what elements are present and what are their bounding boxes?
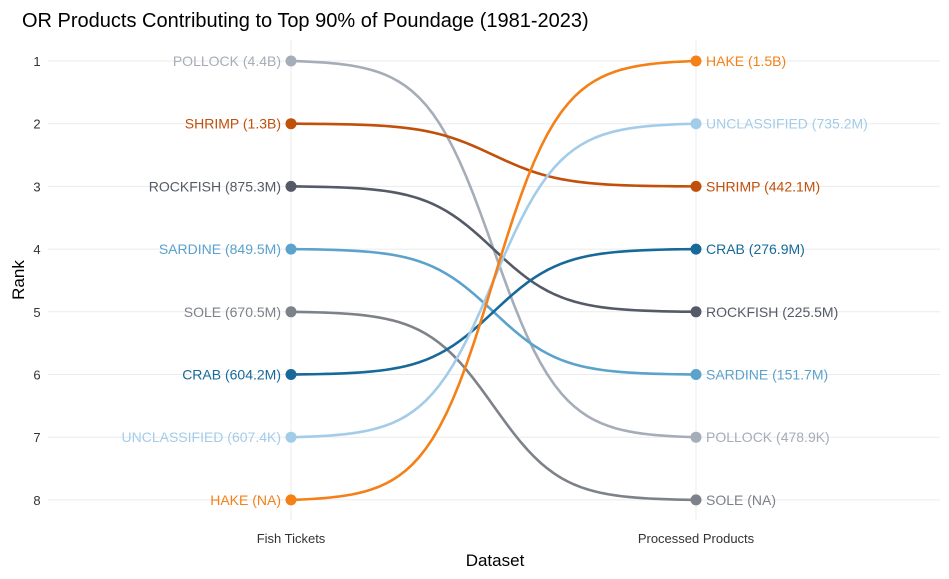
x-axis-title: Dataset: [466, 551, 525, 570]
y-tick-label: 2: [33, 117, 40, 132]
y-tick-label: 7: [33, 430, 40, 445]
data-label-right: CRAB (276.9M): [706, 241, 805, 257]
series-line-sole: [289, 310, 698, 502]
data-label-left: SARDINE (849.5M): [159, 241, 281, 257]
data-label-left: HAKE (NA): [210, 492, 281, 508]
data-point-sardine: [690, 369, 702, 380]
data-label-left: SHRIMP (1.3B): [185, 116, 281, 132]
series-lines: [289, 59, 698, 502]
point-labels: POLLOCK (4.4B) POLLOCK (478.9K) SHRIMP (1.…: [122, 53, 868, 508]
data-label-right: ROCKFISH (225.5M): [706, 304, 838, 320]
x-tick-label: Fish Tickets: [257, 531, 326, 546]
data-label-left: UNCLASSIFIED (607.4K): [122, 429, 282, 445]
y-tick-label: 1: [33, 54, 40, 69]
data-point-hake: [285, 494, 297, 506]
series-points: [285, 55, 702, 506]
data-label-right: SARDINE (151.7M): [706, 367, 828, 383]
data-point-shrimp: [690, 180, 702, 192]
y-axis-title: Rank: [9, 260, 28, 300]
y-tick-label: 4: [33, 242, 40, 257]
data-label-left: SOLE (670.5M): [184, 304, 281, 320]
data-point-rockfish: [690, 306, 702, 318]
chart-title: OR Products Contributing to Top 90% of P…: [22, 10, 589, 32]
data-label-left: CRAB (604.2M): [182, 367, 281, 383]
data-label-left: ROCKFISH (875.3M): [149, 178, 281, 194]
series-line-shrimp: [289, 122, 698, 188]
data-label-right: SHRIMP (442.1M): [706, 178, 820, 194]
data-label-right: UNCLASSIFIED (735.2M): [706, 116, 868, 132]
data-point-rockfish: [285, 180, 297, 192]
data-point-sole: [690, 494, 702, 506]
data-label-right: POLLOCK (478.9K): [706, 429, 830, 445]
y-tick-label: 8: [33, 493, 40, 508]
x-tick-label: Processed Products: [638, 531, 755, 546]
data-point-crab: [690, 243, 702, 255]
y-tick-label: 5: [33, 305, 40, 320]
data-point-sole: [285, 306, 297, 318]
data-label-right: HAKE (1.5B): [706, 53, 786, 69]
data-point-hake: [690, 55, 702, 67]
axis-ticks: 1 2 3 4 5 6 7 8 Fish Tickets Processed Products: [33, 54, 754, 546]
data-point-crab: [285, 369, 297, 380]
data-label-right: SOLE (NA): [706, 492, 776, 508]
data-point-sardine: [285, 243, 297, 255]
data-point-pollock: [690, 431, 702, 443]
series-line-rockfish: [289, 185, 698, 314]
y-tick-label: 3: [33, 179, 40, 194]
series-line-crab: [289, 247, 698, 376]
data-point-shrimp: [285, 118, 297, 130]
data-point-pollock: [285, 55, 297, 67]
y-tick-label: 6: [33, 368, 40, 383]
data-point-unclassified: [690, 118, 702, 130]
data-point-unclassified: [285, 431, 297, 443]
series-line-hake: [289, 59, 698, 502]
data-label-left: POLLOCK (4.4B): [173, 53, 281, 69]
